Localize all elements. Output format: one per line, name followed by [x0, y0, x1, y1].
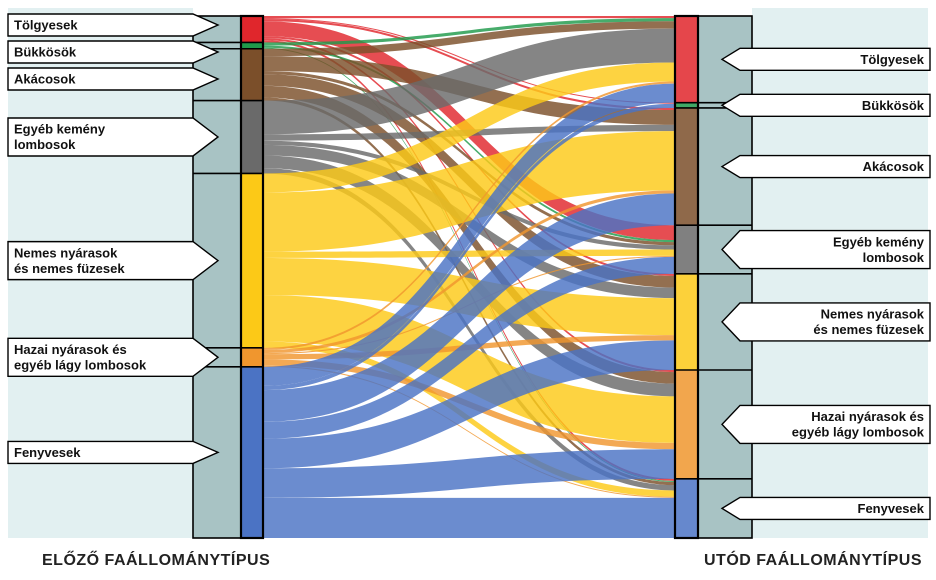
flow-nemes-nyarasok-es-nemes-fuzesek-to-akacosok: [263, 131, 675, 252]
flow-fenyvesek-to-fenyvesek: [263, 497, 675, 538]
target-label-text: Egyéb kemény: [833, 234, 925, 249]
flow-tolgyesek-to-tolgyesek: [263, 16, 675, 19]
target-label-box: [720, 93, 931, 117]
target-label-text: és nemes füzesek: [813, 322, 924, 337]
target-label-box: [720, 47, 931, 72]
source-node-egyeb-kemeny-lombosok: [241, 100, 263, 174]
flow-fenyvesek-to-bukkosok: [263, 103, 675, 391]
flow-bukkosok-to-fenyvesek: [263, 47, 675, 482]
target-node-egyeb-kemeny-lombosok: [675, 225, 698, 274]
flow-hazai-nyarasok-es-egyeb-lagy-lombosok-to-tolgyesek: [263, 81, 675, 350]
right-axis-title: UTÓD FAÁLLOMÁNYTÍPUS: [704, 552, 922, 569]
flow-akacosok-to-tolgyesek: [263, 21, 675, 57]
source-label-box: [7, 40, 220, 64]
target-label-akacosok: Akácosok: [720, 154, 931, 179]
source-node-bukkosok: [241, 42, 263, 49]
flow-egyeb-kemeny-lombosok-to-nemes-nyarasok-es-nemes-fuzesek: [263, 144, 675, 299]
target-label-box: [721, 302, 931, 342]
flow-egyeb-kemeny-lombosok-to-fenyvesek: [263, 168, 675, 491]
flow-hazai-nyarasok-es-egyeb-lagy-lombosok-to-fenyvesek: [263, 365, 675, 498]
source-label-text: egyéb lágy lombosok: [14, 358, 147, 373]
target-label-text: egyéb lágy lombosok: [792, 425, 925, 440]
target-label-text: Nemes nyárasok: [821, 307, 925, 322]
target-label-tolgyesek: Tölgyesek: [720, 47, 931, 72]
flow-egyeb-kemeny-lombosok-to-tolgyesek: [263, 28, 675, 135]
flow-fenyvesek-to-hazai-nyarasok-es-egyeb-lagy-lombosok: [263, 449, 675, 498]
source-label-text: Tölgyesek: [14, 18, 78, 33]
source-node-tolgyesek: [241, 16, 263, 43]
source-label-box: [7, 13, 220, 37]
target-label-text: Fenyvesek: [858, 501, 925, 516]
source-label-fenyvesek: Fenyvesek: [7, 440, 220, 465]
source-label-text: lombosok: [14, 137, 76, 152]
source-label-text: Nemes nyárasok: [14, 245, 118, 260]
source-label-bukkosok: Bükkösök: [7, 40, 220, 64]
target-node-hazai-nyarasok-es-egyeb-lagy-lombosok: [675, 369, 698, 479]
target-node-akacosok: [675, 107, 698, 226]
flow-fenyvesek-to-egyeb-kemeny-lombosok: [263, 256, 675, 439]
flow-fenyvesek-to-tolgyesek: [263, 83, 675, 386]
target-label-text: Bükkösök: [862, 98, 925, 113]
flow-tolgyesek-to-nemes-nyarasok-es-nemes-fuzesek: [263, 36, 675, 276]
target-node-nemes-nyarasok-es-nemes-fuzesek: [675, 273, 698, 370]
source-label-text: Fenyvesek: [14, 445, 81, 460]
source-label-text: Hazai nyárasok és: [14, 342, 127, 357]
flow-bukkosok-to-egyeb-kemeny-lombosok: [263, 45, 675, 243]
flow-egyeb-kemeny-lombosok-to-hazai-nyarasok-es-egyeb-lagy-lombosok: [263, 155, 675, 397]
source-label-tolgyesek: Tölgyesek: [7, 13, 220, 37]
right-panel-background: [752, 8, 928, 538]
source-label-akacosok: Akácosok: [7, 67, 220, 91]
flow-fenyvesek-to-nemes-nyarasok-es-nemes-fuzesek: [263, 340, 675, 469]
source-label-text: Akácosok: [14, 72, 76, 87]
flow-layer: [263, 16, 675, 538]
target-label-box: [721, 404, 931, 445]
flow-bukkosok-to-tolgyesek: [263, 18, 675, 46]
flow-akacosok-to-egyeb-kemeny-lombosok: [263, 70, 675, 246]
source-label-text: Egyéb kemény: [14, 122, 106, 137]
source-label-box: [7, 337, 220, 378]
source-node-fenyvesek: [241, 366, 263, 538]
source-label-box: [7, 240, 220, 281]
source-label-box: [7, 67, 220, 91]
source-label-box: [7, 117, 220, 157]
flow-nemes-nyarasok-es-nemes-fuzesek-to-egyeb-kemeny-lombosok: [263, 249, 675, 258]
target-label-fenyvesek: Fenyvesek: [720, 496, 931, 521]
right-axis-outline: [674, 15, 753, 539]
source-node-nemes-nyarasok-es-nemes-fuzesek: [241, 173, 263, 348]
flow-tolgyesek-to-fenyvesek: [263, 40, 675, 481]
target-node-tolgyesek: [675, 16, 698, 103]
target-label-box: [720, 496, 931, 521]
target-node-fenyvesek: [675, 478, 698, 538]
source-label-box: [7, 440, 220, 465]
source-node-hazai-nyarasok-es-egyeb-lagy-lombosok: [241, 347, 263, 367]
target-label-bukkosok: Bükkösök: [720, 93, 931, 117]
target-label-box: [720, 154, 931, 179]
flow-nemes-nyarasok-es-nemes-fuzesek-to-tolgyesek: [263, 62, 675, 193]
flow-fenyvesek-to-akacosok: [263, 193, 675, 422]
flow-nemes-nyarasok-es-nemes-fuzesek-to-hazai-nyarasok-es-egyeb-lagy-lombosok: [263, 294, 675, 443]
target-label-text: Tölgyesek: [860, 52, 924, 67]
flow-tolgyesek-to-akacosok: [263, 19, 675, 111]
target-label-box: [721, 229, 931, 270]
left-axis-title: ELŐZŐ FAÁLLOMÁNYTÍPUS: [42, 552, 271, 569]
flow-tolgyesek-to-bukkosok: [263, 18, 675, 104]
target-label-text: lombosok: [863, 250, 925, 265]
target-label-text: Akácosok: [863, 159, 925, 174]
target-label-text: Hazai nyárasok és: [811, 409, 924, 424]
source-node-akacosok: [241, 48, 263, 101]
flow-hazai-nyarasok-es-egyeb-lagy-lombosok-to-akacosok: [263, 190, 675, 354]
source-label-text: Bükkösök: [14, 45, 77, 60]
source-label-text: és nemes füzesek: [14, 261, 125, 276]
target-node-bukkosok: [675, 102, 698, 108]
